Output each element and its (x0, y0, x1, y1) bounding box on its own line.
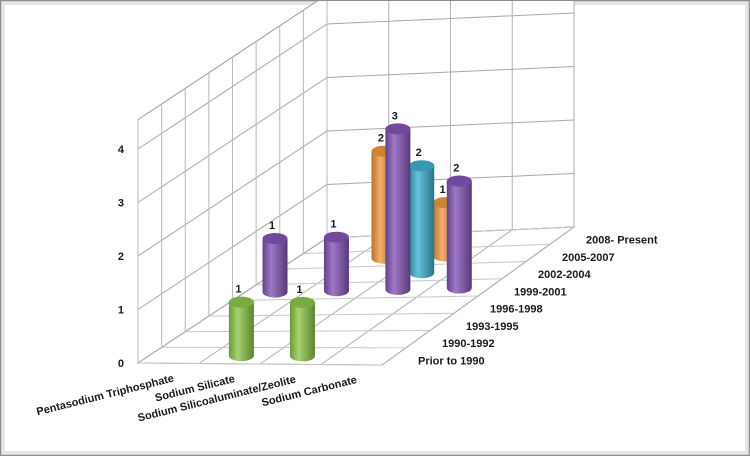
bar-sodium-silicoaluminate-zeolite-1999-2001 (385, 123, 410, 295)
bar-pentasodium-triphosphate-1999-2001 (263, 233, 288, 298)
y-tick-label: 1 (118, 305, 124, 317)
bar-sodium-carbonate-1999-2001 (447, 176, 472, 294)
depth-label-1996-1998: 1996-1998 (490, 304, 543, 316)
bar-sodium-silicoaluminate-zeolite-1999-2001-body (385, 129, 410, 295)
bar-sodium-silicate-prior-to-1990-label: 1 (235, 284, 241, 296)
depth-label-2008-present: 2008- Present (586, 235, 658, 247)
bar-sodium-carbonate-1999-2001-body (447, 181, 472, 294)
bar-sodium-silicate-prior-to-1990 (229, 297, 254, 362)
bar-sodium-silicoaluminate-zeolite-2002-2004-top (409, 160, 434, 171)
bar-sodium-silicoaluminate-zeolite-2002-2004-label: 2 (416, 147, 422, 159)
bar-pentasodium-triphosphate-1999-2001-label: 1 (269, 220, 275, 232)
bar-sodium-silicoaluminate-zeolite-1999-2001-label: 3 (392, 110, 398, 122)
bar-sodium-silicoaluminate-zeolite-2005-2007-label: 1 (440, 184, 446, 196)
depth-label-prior-to-1990: Prior to 1990 (418, 355, 485, 367)
y-tick-label: 3 (118, 198, 124, 210)
bar-sodium-silicoaluminate-zeolite-1999-2001-top (385, 123, 410, 134)
bar-sodium-silicoaluminate-zeolite-prior-to-1990-label: 1 (296, 284, 302, 296)
bar-sodium-silicoaluminate-zeolite-prior-to-1990-top (290, 297, 315, 308)
bar-sodium-silicoaluminate-zeolite-2002-2004-body (409, 166, 434, 279)
bar-sodium-silicoaluminate-zeolite-prior-to-1990 (290, 297, 315, 362)
bar-sodium-silicate-1999-2001-body (324, 237, 349, 296)
bar-sodium-carbonate-1999-2001-label: 2 (453, 163, 459, 175)
bar-sodium-silicate-1999-2001-top (324, 232, 349, 243)
bar-sodium-silicoaluminate-zeolite-2002-2004 (409, 160, 434, 278)
bar-sodium-silicate-1999-2001 (324, 232, 349, 297)
depth-label-2002-2004: 2002-2004 (538, 269, 591, 281)
y-tick-label: 0 (118, 358, 124, 370)
y-axis-ticks: 0 1 2 3 4 (118, 144, 125, 370)
depth-label-1990-1992: 1990-1992 (442, 338, 495, 350)
depth-label-1993-1995: 1993-1995 (466, 321, 519, 333)
bar-sodium-silicate-2005-2007-label: 2 (378, 133, 384, 145)
depth-label-1999-2001: 1999-2001 (514, 286, 567, 298)
bar-pentasodium-triphosphate-1999-2001-top (263, 233, 288, 244)
depth-label-2005-2007: 2005-2007 (562, 252, 615, 264)
bar-sodium-silicate-1999-2001-label: 1 (330, 219, 336, 231)
bar-pentasodium-triphosphate-1999-2001-body (263, 239, 288, 298)
bar-sodium-carbonate-1999-2001-top (447, 176, 472, 187)
bar-sodium-silicoaluminate-zeolite-prior-to-1990-body (290, 302, 315, 361)
y-tick-label: 2 (118, 251, 124, 263)
bar-sodium-silicate-prior-to-1990-body (229, 302, 254, 361)
y-tick-label: 4 (118, 144, 125, 156)
bar-sodium-silicate-prior-to-1990-top (229, 297, 254, 308)
